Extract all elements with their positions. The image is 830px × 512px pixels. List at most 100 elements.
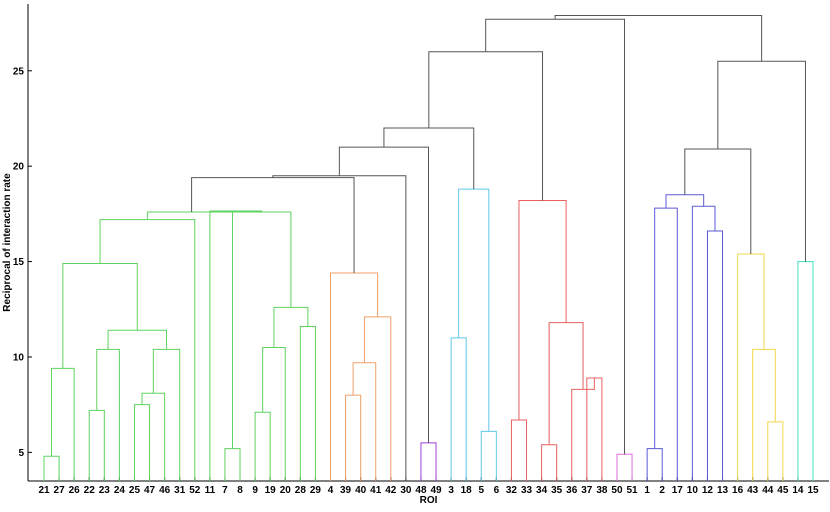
- link-o2: [352, 362, 377, 481]
- leaf-label-30: 30: [400, 485, 412, 496]
- leaf-label-24: 24: [114, 485, 126, 496]
- leaf-label-20: 20: [280, 485, 292, 496]
- link-r5: [548, 322, 584, 445]
- y-tick-label: 25: [13, 66, 25, 77]
- leaf-label-46: 46: [159, 485, 171, 496]
- leaf-label-32: 32: [506, 485, 518, 496]
- leaf-label-9: 9: [252, 485, 258, 496]
- link-k2: [272, 175, 407, 481]
- link-G: [146, 211, 237, 220]
- link-a6: [152, 348, 181, 481]
- link-Y: [737, 253, 765, 481]
- leaf-label-39: 39: [340, 485, 352, 496]
- leaf-label-49: 49: [430, 485, 442, 496]
- leaf-label-43: 43: [747, 485, 759, 496]
- link-r1: [510, 419, 528, 481]
- link-a7: [107, 329, 168, 350]
- leaf-label-27: 27: [54, 485, 66, 496]
- link-M: [616, 453, 633, 481]
- link-u4: [691, 205, 716, 481]
- link-o1: [345, 394, 362, 481]
- link-u2: [654, 207, 678, 481]
- leaf-label-13: 13: [717, 485, 729, 496]
- dendrogram-links: [43, 14, 814, 481]
- link-y1: [767, 421, 784, 481]
- leaf-label-18: 18: [461, 485, 473, 496]
- y-tick-label: 20: [13, 162, 25, 173]
- link-k5: [428, 51, 544, 201]
- link-b3: [262, 346, 286, 481]
- leaf-label-31: 31: [174, 485, 186, 496]
- leaf-label-15: 15: [807, 485, 819, 496]
- leaf-label-10: 10: [687, 485, 699, 496]
- link-o3: [363, 316, 392, 481]
- leaf-label-6: 6: [494, 485, 500, 496]
- leaf-label-8: 8: [237, 485, 243, 496]
- link-a3: [96, 348, 120, 481]
- leaf-label-7: 7: [222, 485, 228, 496]
- link-a5: [141, 392, 166, 481]
- y-tick-labels: 5 10 15 20 25: [13, 66, 25, 459]
- link-b7: [209, 210, 263, 481]
- leaf-label-37: 37: [581, 485, 593, 496]
- leaf-label-29: 29: [310, 485, 322, 496]
- leaf-label-34: 34: [536, 485, 548, 496]
- leaf-label-48: 48: [415, 485, 427, 496]
- link-k1: [191, 177, 355, 274]
- link-b6: [231, 211, 292, 449]
- link-r2: [541, 444, 558, 481]
- leaf-label-3: 3: [448, 485, 454, 496]
- link-r4: [571, 377, 595, 481]
- leaf-label-19: 19: [265, 485, 277, 496]
- link-c1: [450, 337, 467, 481]
- leaf-label-51: 51: [626, 485, 638, 496]
- leaf-label-22: 22: [84, 485, 96, 496]
- leaf-label-25: 25: [129, 485, 141, 496]
- leaf-label-14: 14: [792, 485, 804, 496]
- leaf-labels: 21 27 26 22 23 24 25 47 46 31 52 11 7 8 9 19 20 28 29 4 39 40…: [38, 485, 819, 496]
- leaf-label-35: 35: [551, 485, 563, 496]
- leaf-label-11: 11: [205, 485, 216, 496]
- link-root: [554, 14, 763, 62]
- link-T: [797, 261, 814, 481]
- y-tick-label: 15: [13, 257, 25, 268]
- leaf-label-38: 38: [596, 485, 608, 496]
- leaf-label-5: 5: [478, 485, 484, 496]
- x-axis-label: ROI: [420, 495, 438, 506]
- link-c2: [480, 430, 497, 481]
- link-R: [518, 200, 567, 420]
- link-k8: [717, 60, 806, 262]
- link-k7: [684, 148, 752, 254]
- leaf-label-47: 47: [144, 485, 156, 496]
- leaf-label-50: 50: [611, 485, 623, 496]
- link-a9: [99, 219, 196, 481]
- link-y2: [752, 348, 776, 481]
- link-k6: [485, 18, 626, 455]
- leaf-label-41: 41: [370, 485, 382, 496]
- leaf-label-1: 1: [644, 485, 650, 496]
- leaf-label-21: 21: [38, 485, 50, 496]
- leaf-label-52: 52: [189, 485, 201, 496]
- link-O: [329, 272, 379, 481]
- link-b4: [299, 325, 316, 481]
- leaf-label-12: 12: [702, 485, 714, 496]
- link-r3: [586, 377, 603, 481]
- link-P: [420, 442, 437, 481]
- link-u1: [646, 448, 663, 481]
- link-a8: [62, 262, 138, 369]
- y-tick-label: 5: [18, 448, 24, 459]
- link-a1: [43, 455, 60, 481]
- leaf-label-45: 45: [777, 485, 789, 496]
- link-u3: [706, 230, 724, 481]
- leaf-label-33: 33: [521, 485, 533, 496]
- link-g1: [51, 367, 75, 481]
- leaf-label-2: 2: [659, 485, 665, 496]
- link-a2: [88, 409, 105, 481]
- leaf-label-36: 36: [566, 485, 578, 496]
- leaf-label-42: 42: [385, 485, 397, 496]
- leaf-label-26: 26: [69, 485, 81, 496]
- y-axis-label: Reciprocal of interaction rate: [2, 173, 13, 312]
- leaf-label-28: 28: [295, 485, 307, 496]
